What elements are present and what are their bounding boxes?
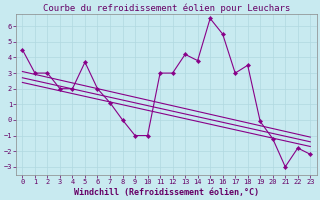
Title: Courbe du refroidissement éolien pour Leuchars: Courbe du refroidissement éolien pour Le… <box>43 3 290 13</box>
X-axis label: Windchill (Refroidissement éolien,°C): Windchill (Refroidissement éolien,°C) <box>74 188 259 197</box>
